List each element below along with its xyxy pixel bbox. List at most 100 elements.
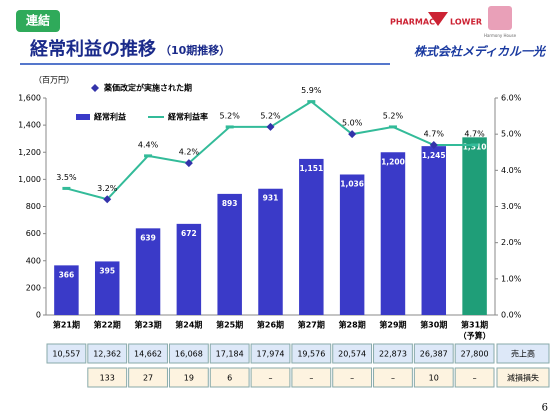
company: 株式会社メディカル一光 [414,45,547,59]
logo-icon [428,12,448,26]
bar [135,228,161,315]
y-tick-label: 800 [26,202,41,211]
badge: 連結 [26,13,50,28]
x-tick-label: 第29期 [379,320,406,330]
table-cell [413,367,454,388]
legend-label: 経常利益 [94,112,126,122]
bar-label: 893 [222,199,238,208]
legend-label: 経常利益率 [168,112,208,122]
marker-diamond [103,195,112,204]
table-label: 減損損失 [507,373,539,383]
table-value: 20,574 [338,350,366,359]
table-cell [209,367,250,388]
table-value: 19 [184,374,194,383]
badge-bg [16,10,60,32]
bar [217,193,242,315]
marker [144,154,153,158]
line-label: 3.2% [97,184,118,193]
marker [62,186,71,190]
x-tick-label: 第28期 [339,320,366,330]
line-label: 5.2% [220,111,241,120]
bar [380,152,406,315]
table-cell [87,343,128,364]
y-tick-label: 0 [36,311,41,320]
line-label: 4.7% [464,130,485,139]
bar [299,158,324,315]
table-cell [454,343,495,364]
table-value: 10,557 [52,350,80,359]
line-label: 5.2% [260,111,281,120]
marker-diamond [348,130,357,139]
table-cell [46,343,87,364]
y2-tick-label: 6.0% [501,94,522,103]
table-cell [332,367,373,388]
y2-tick-label: 4.0% [501,166,522,175]
table-cell [373,343,413,364]
x-tick-label: 第27期 [298,320,325,330]
bar-label: 931 [263,194,279,203]
bar-label: 639 [140,233,156,242]
x-tick-label: 第26期 [257,320,284,330]
x-tick-label: 第22期 [94,320,121,330]
line-label: 4.2% [179,148,200,157]
bar-label: 672 [181,229,197,238]
table-cell [291,367,332,388]
table-cell [128,343,168,364]
table-value: 14,662 [134,350,162,359]
line-label: 5.9% [301,86,322,95]
table-cell [373,367,413,388]
logo-left: PHARMAC [390,18,435,27]
logo-h [488,6,512,30]
table-value: – [473,374,477,383]
y-unit: （百万円） [34,76,74,85]
bar-label: 1,036 [340,179,364,188]
legend-diamond [91,84,99,92]
x-tick-label: 第30期 [420,320,447,330]
logo-left2: LOWER [450,18,482,27]
table-cell [454,367,495,388]
table-value: 17,974 [257,350,285,359]
marker [388,125,397,129]
table-value: – [269,374,273,383]
table-value: 17,184 [216,350,244,359]
line-label: 5.0% [342,119,363,128]
y-tick-label: 1,400 [18,121,41,130]
marker [307,100,316,104]
table-cell [209,343,250,364]
line-label: 4.4% [138,140,159,149]
bar-label: 366 [59,270,75,279]
y-tick-label: 1,200 [18,148,41,157]
table-cell [332,343,373,364]
bar-label: 1,245 [422,151,446,160]
y2-tick-label: 2.0% [501,238,522,247]
bar-label: 1,310 [463,142,487,151]
bar [176,223,202,315]
table-value: 16,068 [175,350,203,359]
bar [94,261,120,315]
page-number: 6 [542,403,548,414]
y-tick-label: 200 [26,283,41,292]
line-label: 5.2% [383,111,404,120]
bar-label: 1,200 [381,157,405,166]
x-tick-label: 第25期 [216,320,243,330]
y2-tick-label: 0.0% [501,311,522,320]
bar [462,137,487,315]
bar-label: 395 [99,266,115,275]
title: 経常利益の推移 [30,38,156,60]
table-cell [250,343,291,364]
marker [225,125,234,129]
legend-marker-text: 薬価改定が実施された期 [103,83,192,93]
x-tick-label: 第31期 [461,320,488,330]
table-value: 27,800 [461,350,489,359]
bar-label: 1,151 [299,164,323,173]
marker-diamond [266,122,275,131]
y-tick-label: 400 [26,256,41,265]
marker-diamond [429,141,438,150]
table-label-cell [496,367,550,388]
legend-bar-swatch [76,114,90,120]
table-cell [413,343,454,364]
table-value: 27 [143,374,153,383]
y-tick-label: 1,000 [18,175,41,184]
table-value: 22,873 [379,350,407,359]
